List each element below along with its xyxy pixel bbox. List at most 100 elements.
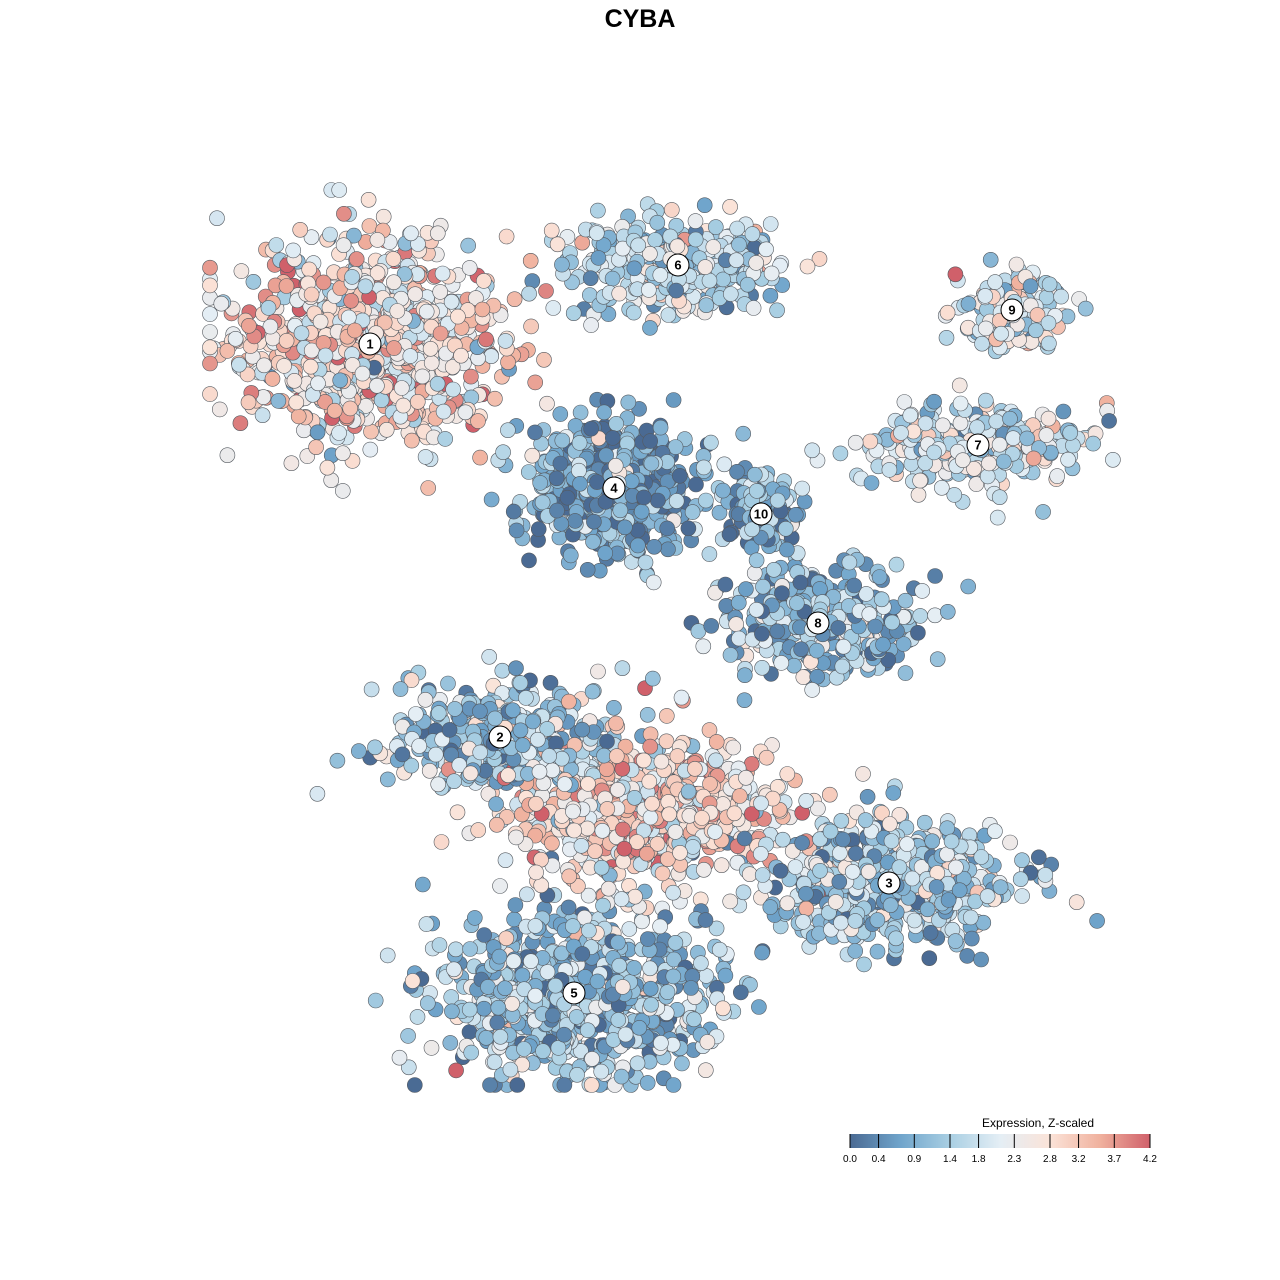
cell-point bbox=[787, 859, 804, 875]
cell-point bbox=[962, 909, 979, 926]
cell-point bbox=[580, 776, 596, 792]
cell-point bbox=[202, 306, 218, 322]
cell-point bbox=[674, 1055, 690, 1072]
cell-point bbox=[715, 482, 731, 499]
cell-point bbox=[642, 980, 659, 997]
cell-point bbox=[786, 657, 802, 674]
cell-point bbox=[722, 286, 739, 302]
cell-point bbox=[627, 888, 643, 905]
cell-point bbox=[863, 475, 880, 491]
cell-point bbox=[698, 492, 714, 509]
cell-point bbox=[652, 918, 668, 935]
cell-point bbox=[494, 662, 511, 679]
cell-point bbox=[762, 287, 779, 304]
cell-point bbox=[363, 681, 380, 698]
cell-point bbox=[910, 486, 927, 503]
cell-point bbox=[538, 283, 554, 299]
cell-point bbox=[544, 835, 560, 852]
cell-point bbox=[857, 812, 874, 828]
cell-point bbox=[846, 577, 863, 594]
cell-point bbox=[288, 394, 305, 411]
cell-point bbox=[977, 320, 994, 337]
cell-point bbox=[430, 776, 447, 793]
cell-point bbox=[446, 773, 462, 790]
cell-point bbox=[731, 788, 748, 804]
cell-point bbox=[407, 706, 424, 722]
cell-point bbox=[639, 706, 656, 723]
cell-point bbox=[497, 980, 513, 997]
cell-point bbox=[437, 431, 454, 447]
cell-point bbox=[869, 912, 886, 928]
cell-point bbox=[213, 295, 230, 312]
cell-point bbox=[987, 823, 1003, 840]
cell-point bbox=[701, 722, 718, 738]
cell-point bbox=[855, 766, 871, 782]
cell-point bbox=[754, 659, 770, 676]
cell-point bbox=[649, 214, 666, 231]
cell-point bbox=[891, 806, 908, 823]
cell-point bbox=[302, 358, 319, 375]
cell-point bbox=[697, 1062, 714, 1078]
cell-point bbox=[833, 914, 849, 931]
cell-point bbox=[717, 967, 734, 984]
cell-point bbox=[548, 470, 565, 487]
cell-point bbox=[478, 1030, 495, 1046]
cell-point bbox=[522, 252, 539, 269]
cell-point bbox=[604, 270, 621, 287]
cell-point bbox=[924, 833, 941, 850]
cell-point bbox=[696, 197, 713, 213]
cell-point bbox=[332, 372, 349, 389]
cell-point bbox=[539, 395, 555, 412]
cell-point bbox=[1002, 410, 1018, 427]
cell-point bbox=[711, 941, 728, 958]
cell-point bbox=[445, 381, 461, 398]
cell-point bbox=[847, 845, 864, 862]
cell-point bbox=[322, 226, 338, 243]
cell-point bbox=[422, 340, 439, 357]
cell-point bbox=[973, 951, 989, 968]
cell-point bbox=[947, 266, 964, 283]
cell-point bbox=[640, 282, 657, 298]
cell-point bbox=[952, 415, 969, 432]
cell-point bbox=[449, 804, 466, 821]
cell-point bbox=[989, 509, 1006, 526]
cell-point bbox=[470, 413, 486, 429]
cell-point bbox=[466, 910, 483, 926]
cell-point bbox=[1085, 435, 1101, 452]
cell-point bbox=[584, 683, 601, 700]
cell-point bbox=[348, 251, 365, 267]
cell-point bbox=[708, 752, 724, 769]
cell-point bbox=[774, 585, 790, 602]
cell-point bbox=[979, 888, 996, 905]
cell-point bbox=[527, 424, 543, 441]
chart-title: CYBA bbox=[605, 5, 676, 33]
cell-point bbox=[409, 393, 426, 410]
cell-point bbox=[596, 404, 612, 421]
cell-point bbox=[572, 404, 589, 421]
cell-point bbox=[518, 690, 534, 706]
cell-point bbox=[525, 713, 541, 730]
cell-point bbox=[361, 218, 378, 234]
cell-point bbox=[738, 581, 754, 597]
cell-point bbox=[688, 476, 704, 493]
cell-point bbox=[497, 333, 514, 349]
cell-point bbox=[233, 263, 250, 279]
cell-point bbox=[896, 394, 913, 410]
cell-point bbox=[447, 941, 464, 958]
cell-point bbox=[798, 885, 814, 902]
cell-point bbox=[457, 404, 474, 421]
cell-point bbox=[1008, 256, 1025, 273]
cell-point bbox=[883, 833, 900, 849]
cell-point bbox=[873, 591, 890, 608]
cell-point bbox=[695, 638, 712, 655]
cell-point bbox=[856, 956, 872, 973]
cell-point bbox=[556, 1077, 573, 1093]
cell-point bbox=[486, 1054, 503, 1070]
cell-point bbox=[554, 432, 571, 449]
cell-point bbox=[754, 944, 770, 961]
cell-point bbox=[939, 603, 956, 620]
cell-point bbox=[888, 556, 905, 573]
cell-point bbox=[379, 947, 396, 964]
cell-point bbox=[721, 526, 738, 543]
cell-point bbox=[833, 812, 850, 829]
